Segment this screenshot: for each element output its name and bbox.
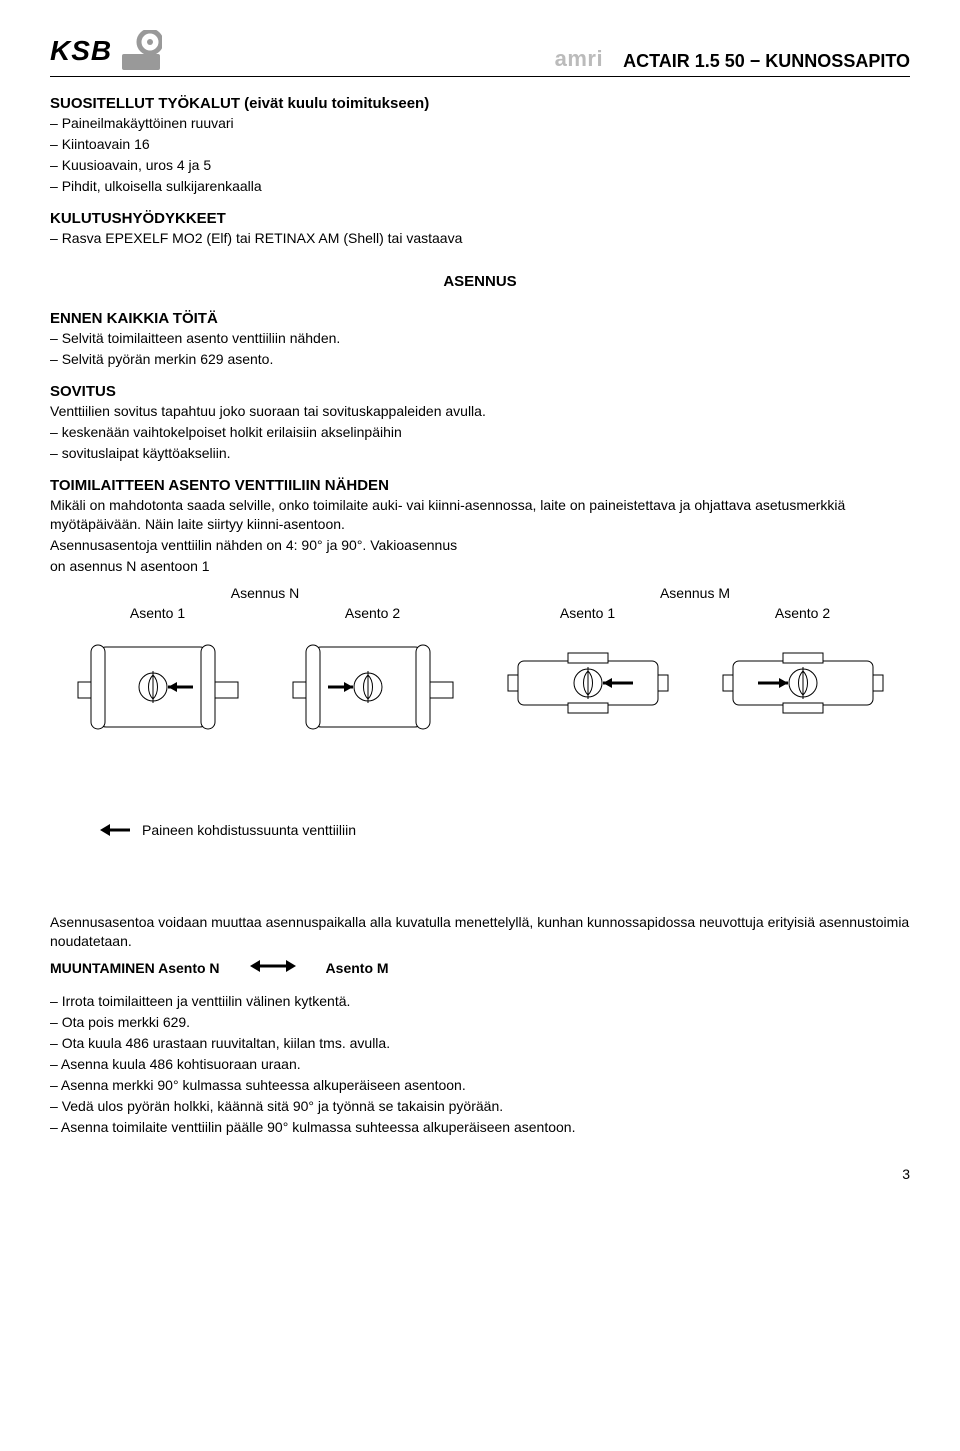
- brand-left-group: KSB: [50, 30, 162, 72]
- list-item: Paineilmakäyttöinen ruuvari: [50, 114, 910, 133]
- list-item: sovituslaipat käyttöakseliin.: [50, 444, 910, 463]
- toimilaite-heading: TOIMILAITTEEN ASENTO VENTTIILIIN NÄHDEN: [50, 477, 910, 494]
- asennus-title: ASENNUS: [50, 273, 910, 290]
- arrow-left-icon: [100, 817, 130, 843]
- ksb-logo-text: KSB: [50, 35, 112, 67]
- change-paragraph: Asennusasentoa voidaan muuttaa asennuspa…: [50, 913, 910, 951]
- doc-title: ACTAIR 1.5 50 − KUNNOSSAPITO: [623, 51, 910, 72]
- list-item: Vedä ulos pyörän holkki, käännä sitä 90°…: [50, 1097, 910, 1116]
- list-item: Selvitä toimilaitteen asento venttiiliin…: [50, 329, 910, 348]
- list-item: Ota kuula 486 urastaan ruuvitaltan, kiil…: [50, 1034, 910, 1053]
- list-item: Asenna toimilaite venttiilin päälle 90° …: [50, 1118, 910, 1137]
- list-item: Kiintoavain 16: [50, 135, 910, 154]
- muuntaminen-row: MUUNTAMINEN Asento N Asento M: [50, 957, 910, 978]
- pos-label: Asento 2: [265, 605, 480, 621]
- list-item: Pihdit, ulkoisella sulkijarenkaalla: [50, 177, 910, 196]
- pos-label: Asento 1: [50, 605, 265, 621]
- actuator-diagrams-row: [50, 627, 910, 747]
- tools-heading: SUOSITELLUT TYÖKALUT (eivät kuulu toimit…: [50, 95, 910, 112]
- page-header: KSB amri ACTAIR 1.5 50 − KUNNOSSAPITO: [50, 30, 910, 77]
- ennen-heading: ENNEN KAIKKIA TÖITÄ: [50, 310, 910, 327]
- list-item: Selvitä pyörän merkin 629 asento.: [50, 350, 910, 369]
- group-labels-row: Asennus N Asennus M: [50, 585, 910, 601]
- muun-left: MUUNTAMINEN Asento N: [50, 960, 220, 976]
- sovitus-list: keskenään vaihtokelpoiset holkit erilais…: [50, 423, 910, 463]
- pos-label: Asento 2: [695, 605, 910, 621]
- actuator-diagram-m2: [718, 627, 888, 747]
- list-item: Kuusioavain, uros 4 ja 5: [50, 156, 910, 175]
- page-number: 3: [50, 1166, 910, 1182]
- tools-list: Paineilmakäyttöinen ruuvari Kiintoavain …: [50, 114, 910, 196]
- toimilaite-p3: on asennus N asentoon 1: [50, 557, 910, 576]
- actuator-diagram-n2: [288, 627, 458, 747]
- actuator-diagram-m1: [503, 627, 673, 747]
- list-item: Asenna merkki 90° kulmassa suhteessa alk…: [50, 1076, 910, 1095]
- consumables-heading: KULUTUSHYÖDYKKEET: [50, 210, 910, 227]
- ksb-logo-icon: [120, 30, 162, 72]
- double-arrow-icon: [250, 957, 296, 978]
- group-m-label: Asennus M: [660, 585, 730, 601]
- toimilaite-p2: Asennusasentoja venttiilin nähden on 4: …: [50, 536, 910, 555]
- list-item: keskenään vaihtokelpoiset holkit erilais…: [50, 423, 910, 442]
- actuator-diagram-n1: [73, 627, 243, 747]
- pos-label: Asento 1: [480, 605, 695, 621]
- group-n-label: Asennus N: [231, 585, 299, 601]
- muun-right: Asento M: [326, 960, 389, 976]
- sovitus-lead: Venttiilien sovitus tapahtuu joko suoraa…: [50, 402, 910, 421]
- list-item: Rasva EPEXELF MO2 (Elf) tai RETINAX AM (…: [50, 229, 910, 248]
- amri-logo-text: amri: [555, 46, 603, 72]
- ennen-list: Selvitä toimilaitteen asento venttiiliin…: [50, 329, 910, 369]
- position-labels-row: Asento 1 Asento 2 Asento 1 Asento 2: [50, 605, 910, 621]
- steps-list: Irrota toimilaitteen ja venttiilin välin…: [50, 992, 910, 1136]
- toimilaite-p1: Mikäli on mahdotonta saada selville, onk…: [50, 496, 910, 534]
- list-item: Irrota toimilaitteen ja venttiilin välin…: [50, 992, 910, 1011]
- consumables-list: Rasva EPEXELF MO2 (Elf) tai RETINAX AM (…: [50, 229, 910, 248]
- list-item: Asenna kuula 486 kohtisuoraan uraan.: [50, 1055, 910, 1074]
- pressure-note: Paineen kohdistussuunta venttiiliin: [142, 822, 356, 838]
- pressure-direction-row: Paineen kohdistussuunta venttiiliin: [100, 817, 910, 843]
- sovitus-heading: SOVITUS: [50, 383, 910, 400]
- list-item: Ota pois merkki 629.: [50, 1013, 910, 1032]
